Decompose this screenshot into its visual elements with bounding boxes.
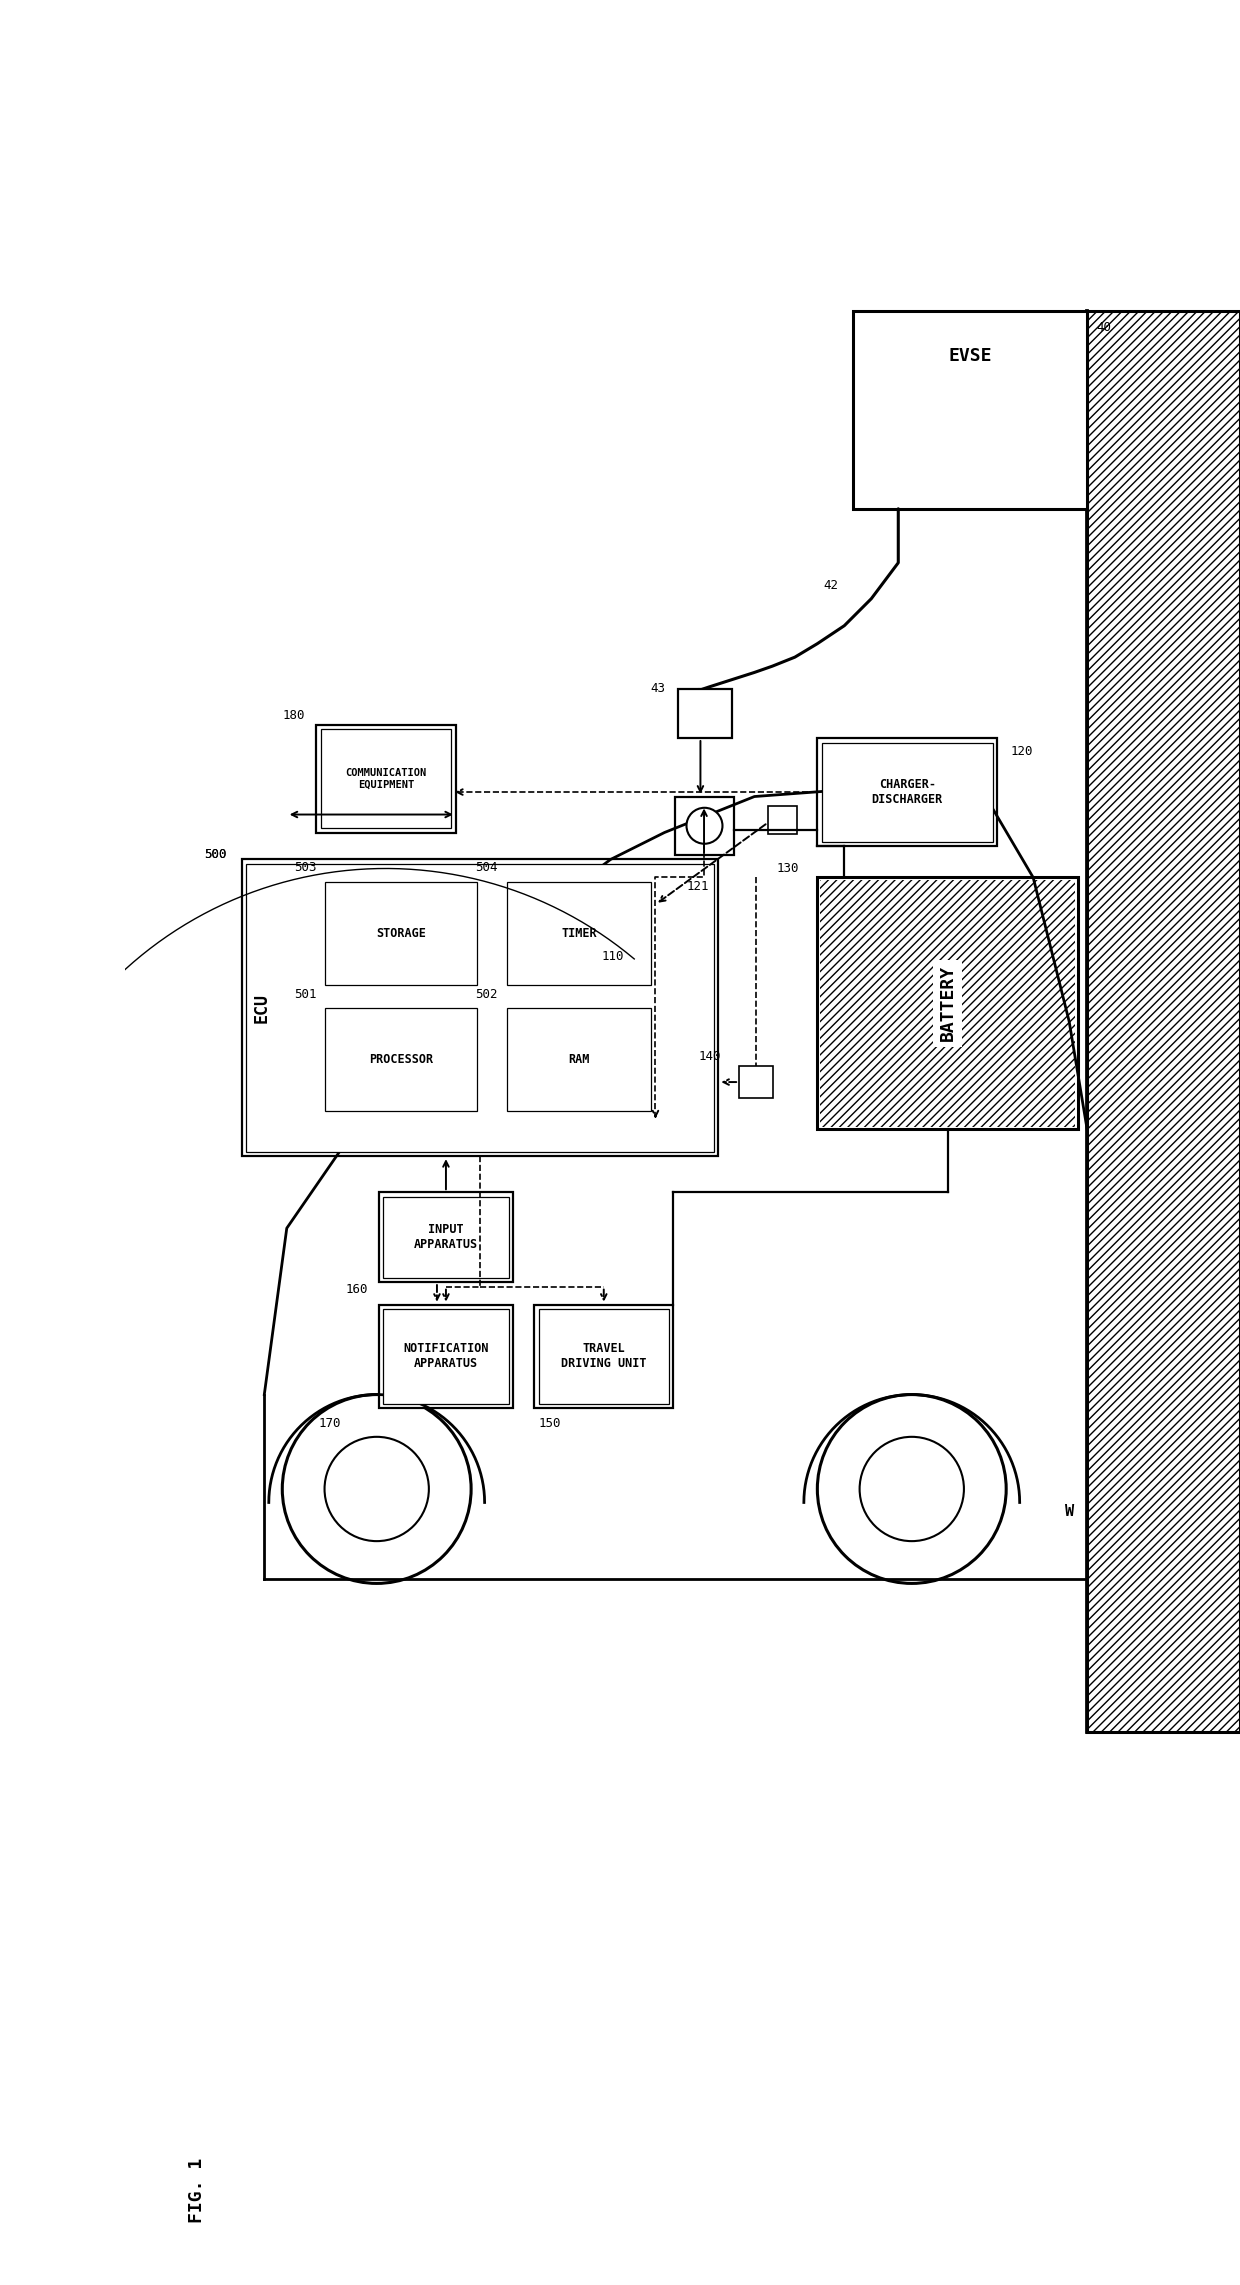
Text: COMMUNICATION
EQUIPMENT: COMMUNICATION EQUIPMENT [346, 768, 427, 788]
Circle shape [859, 1437, 963, 1540]
Text: ECU: ECU [253, 994, 270, 1024]
Bar [316, 724, 456, 832]
Text: EVSE: EVSE [949, 347, 992, 366]
Text: 180: 180 [283, 708, 305, 722]
Bar [502, 1003, 656, 1115]
Bar [739, 1067, 774, 1097]
Bar [321, 729, 451, 827]
Bar [768, 807, 796, 834]
Bar [325, 1008, 476, 1111]
Text: 170: 170 [319, 1417, 341, 1430]
Bar [378, 1193, 513, 1282]
Text: PROCESSOR: PROCESSOR [370, 1053, 433, 1067]
Text: RAM: RAM [568, 1053, 590, 1067]
Circle shape [687, 809, 723, 843]
Bar [538, 1309, 668, 1403]
Bar [678, 688, 732, 738]
Bar [853, 311, 1087, 510]
Circle shape [283, 1394, 471, 1584]
Text: FIG. 1: FIG. 1 [187, 2157, 206, 2223]
Bar [321, 877, 481, 989]
Bar [507, 882, 651, 985]
Bar [325, 882, 476, 985]
Bar [378, 1305, 513, 1408]
Text: 43: 43 [650, 683, 666, 695]
Text: TRAVEL
DRIVING UNIT: TRAVEL DRIVING UNIT [560, 1341, 646, 1371]
Bar [242, 859, 718, 1156]
Text: 503: 503 [294, 861, 316, 875]
Text: 121: 121 [687, 880, 709, 893]
Bar [817, 877, 1078, 1129]
Text: 501: 501 [294, 987, 316, 1001]
Bar [822, 743, 993, 841]
Text: 130: 130 [776, 861, 800, 875]
Text: TIMER: TIMER [562, 928, 596, 939]
Bar [502, 877, 656, 989]
Bar [534, 1305, 673, 1408]
Text: NOTIFICATION
APPARATUS: NOTIFICATION APPARATUS [403, 1341, 489, 1371]
Bar [321, 1003, 481, 1115]
Text: 502: 502 [476, 987, 498, 1001]
Bar [1087, 311, 1240, 1732]
Text: W: W [1065, 1504, 1074, 1520]
Text: 504: 504 [476, 861, 498, 875]
Bar [676, 797, 734, 855]
Bar [247, 864, 714, 1152]
Text: INPUT
APPARATUS: INPUT APPARATUS [414, 1222, 477, 1252]
Bar [507, 1008, 651, 1111]
Text: STORAGE: STORAGE [376, 928, 425, 939]
Bar [383, 1309, 508, 1403]
Text: 150: 150 [538, 1417, 560, 1430]
Bar [817, 738, 997, 845]
Text: 110: 110 [601, 951, 624, 962]
Text: BATTERY: BATTERY [939, 964, 957, 1042]
Circle shape [325, 1437, 429, 1540]
Circle shape [817, 1394, 1006, 1584]
Bar [383, 1197, 508, 1277]
Text: 40: 40 [1096, 320, 1111, 334]
Text: 500: 500 [205, 848, 227, 861]
Text: 42: 42 [823, 578, 838, 592]
Text: CHARGER-
DISCHARGER: CHARGER- DISCHARGER [872, 779, 942, 807]
Text: 500: 500 [205, 848, 227, 861]
Text: 160: 160 [345, 1282, 368, 1296]
Text: 120: 120 [1011, 745, 1033, 759]
Bar [820, 880, 1075, 1127]
Text: BATTERY: BATTERY [939, 964, 957, 1042]
Text: 140: 140 [698, 1049, 722, 1063]
